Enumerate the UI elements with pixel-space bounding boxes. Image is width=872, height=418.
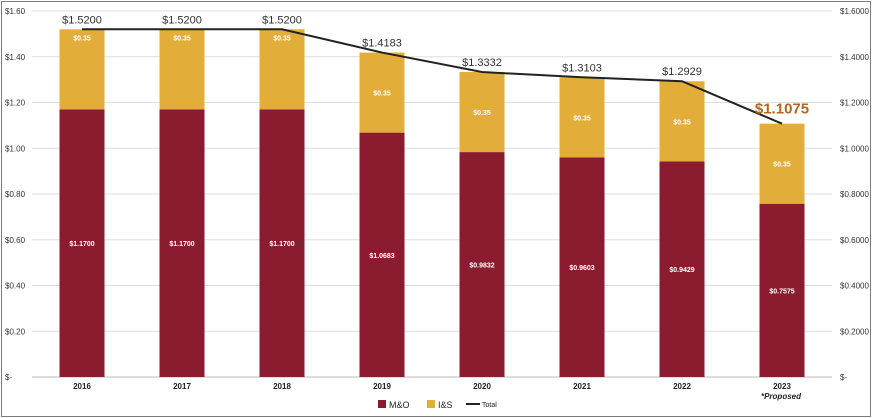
bar-mo [559,157,605,377]
bar-mo-label: $1.1700 [169,241,194,248]
y-tick-label-left: $1.20 [5,99,26,108]
x-tick-label: 2020 [473,382,491,391]
legend-label-is: I&S [438,400,453,410]
legend: M&O I&S Total [378,400,497,410]
bar-is-label: $0.35 [273,35,291,42]
bar-mo-label: $0.9603 [569,265,594,272]
gridlines [32,10,832,378]
x-tick-label: 2017 [173,382,191,391]
proposed-note: *Proposed [761,392,802,401]
legend-swatch-is [427,400,435,408]
total-line-path [82,28,783,125]
y-tick-label-left: $1.60 [5,7,26,16]
y-tick-label-left: $0.20 [5,327,26,336]
x-tick-label: 2018 [273,382,291,391]
y-tick-label-right: $- [840,373,847,382]
y-tick-label-right: $0.2000 [840,327,869,336]
y-tick-label-right: $0.4000 [840,282,869,291]
bar-is [659,81,705,162]
total-label: $1.3103 [562,62,602,74]
x-tick-label: 2023 [773,382,791,391]
bar-mo-label: $1.1700 [69,241,94,248]
x-tick-label: 2021 [573,382,591,391]
legend-swatch-mo [378,400,386,408]
bar-is-label: $0.35 [173,35,191,42]
y-tick-label-right: $0.8000 [840,190,869,199]
y-tick-label-left: $0.60 [5,236,26,245]
bar-mo-label: $1.1700 [269,241,294,248]
bar-is [59,29,105,110]
total-label: $1.5200 [162,14,202,26]
y-tick-label-left: $0.80 [5,190,26,199]
x-tick-label: 2016 [73,382,91,391]
bars [59,29,805,378]
y-tick-label-left: $1.00 [5,144,26,153]
x-tick-label: 2019 [373,382,391,391]
y-tick-label-left: $- [5,373,12,382]
y-tick-label-right: $1.0000 [840,144,869,153]
bar-is-label: $0.35 [573,115,591,122]
x-tick-label: 2022 [673,382,691,391]
bar-mo [159,109,205,378]
bar-mo [459,152,505,377]
bar-is-label: $0.35 [373,91,391,98]
bar-is [559,77,605,158]
bar-mo [659,161,705,377]
y-axis-right: $- $0.2000 $0.4000 $0.6000 $0.8000 $1.0000 $1.… [840,7,869,382]
y-tick-label-left: $0.40 [5,282,26,291]
y-tick-label-right: $1.4000 [840,53,869,62]
bar-mo-label: $1.0683 [369,253,394,260]
bar-mo [359,132,405,377]
y-axis-left: $- $0.20 $0.40 $0.60 $0.80 $1.00 $1.20 $1.40 $1.… [5,7,26,382]
total-label: $1.2929 [662,66,702,78]
bar-is [359,52,405,133]
bar-is-label: $0.35 [473,110,491,117]
bar-mo [59,109,105,378]
total-label: $1.5200 [62,14,102,26]
total-label: $1.5200 [262,14,302,26]
y-tick-label-left: $1.40 [5,53,26,62]
total-label-highlight: $1.1075 [755,101,809,118]
bar-mo-label: $0.7575 [769,288,794,295]
bar-is-label: $0.35 [673,119,691,126]
bar-is [759,123,805,204]
bar-is [159,29,205,110]
legend-label-total: Total [482,402,497,409]
bar-is-label: $0.35 [73,35,91,42]
bar-is-label: $0.35 [773,162,791,169]
total-label: $1.4183 [362,38,402,50]
total-line [82,28,783,125]
data-labels: $1.1700 $0.35 $1.1700 $0.35 $1.1700 $0.35 $1.0… [62,14,809,295]
bar-mo-label: $0.9832 [469,263,494,270]
bar-mo [259,109,305,378]
bar-mo-label: $0.9429 [669,267,694,274]
bar-is [459,72,505,153]
total-label: $1.3332 [462,57,502,69]
x-axis: 2016 2017 2018 2019 2020 2021 2022 2023 [73,382,791,391]
y-tick-label-right: $1.6000 [840,7,869,16]
bar-is [259,29,305,110]
y-tick-label-right: $0.6000 [840,236,869,245]
y-tick-label-right: $1.2000 [840,99,869,108]
legend-label-mo: M&O [389,400,410,410]
bar-mo [759,203,805,377]
